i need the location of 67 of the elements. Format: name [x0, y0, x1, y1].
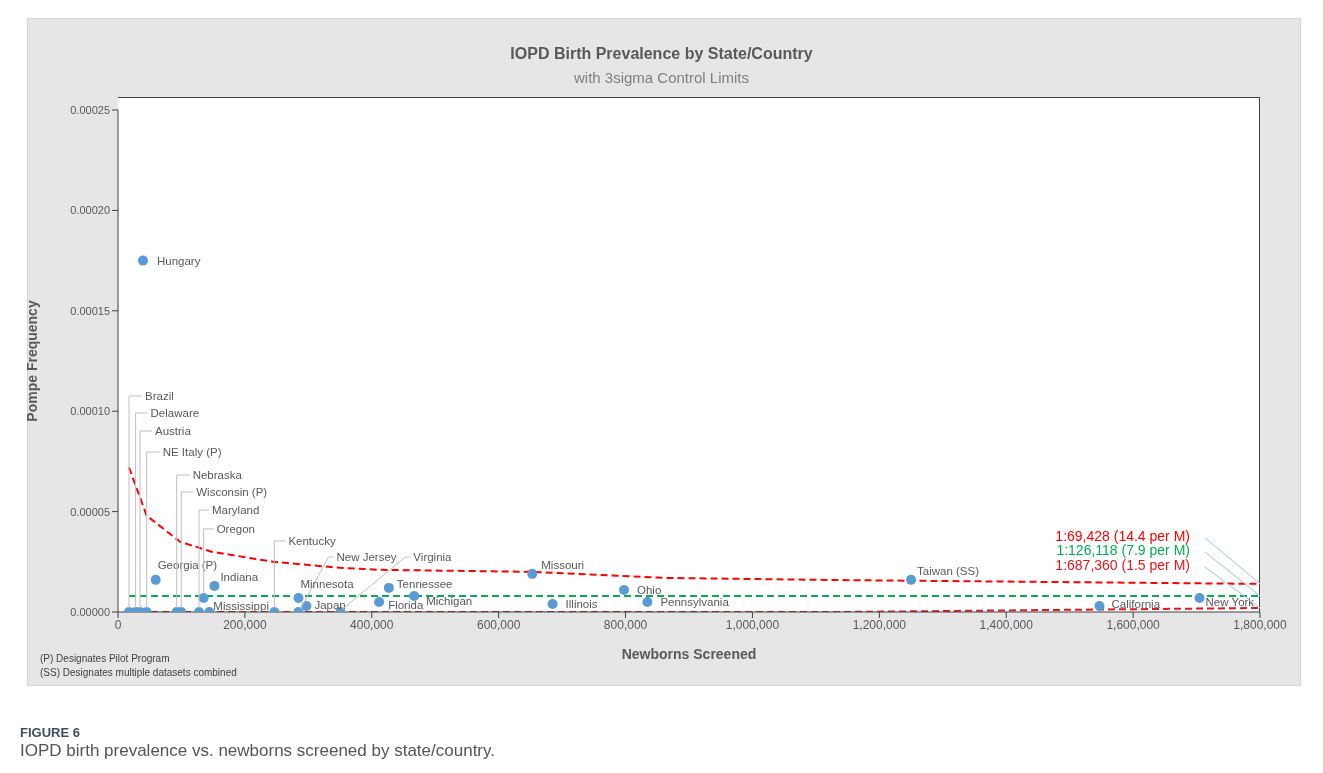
annotation: Tennessee — [396, 577, 453, 590]
point — [383, 582, 394, 593]
point — [642, 596, 653, 607]
text: (SS) Designates multiple datasets combined — [40, 667, 237, 678]
text: IOPD birth prevalence vs. newborns screened by state/country. — [20, 741, 495, 761]
annotation: Wisconsin (P) — [196, 486, 268, 499]
annotation: Missouri — [541, 558, 585, 571]
x-tick-label: 400,000 — [350, 617, 394, 632]
y-tick-label: 0.00000 — [70, 605, 110, 618]
text: 1:69,428 (14.4 per M) — [1055, 527, 1190, 544]
y-tick-label: 0.00005 — [70, 505, 110, 518]
annotation: New Jersey — [336, 551, 397, 564]
chart-title: IOPD Birth Prevalence by State/Country — [509, 45, 814, 63]
annotation: Japan — [314, 598, 346, 611]
annotation: Taiwan (SS) — [917, 564, 980, 577]
annotation: Mississippi — [213, 600, 269, 613]
annotation: Pennsylvania — [660, 595, 730, 608]
annotation: New York — [1205, 595, 1255, 608]
y-tick-label: 0.00010 — [70, 405, 110, 418]
annotation: Delaware — [150, 407, 200, 420]
annotation: Austria — [155, 425, 192, 438]
annotation: NE Italy (P) — [162, 446, 222, 459]
annotation: Georgia (P) — [157, 558, 218, 571]
x-tick-label: 600,000 — [476, 617, 521, 632]
y-axis-title: Pompe Frequency — [23, 300, 40, 422]
point — [619, 584, 630, 595]
annotation: Oregon — [216, 522, 256, 535]
point — [1194, 592, 1205, 603]
point — [409, 590, 420, 601]
text: (P) Designates Pilot Program — [40, 653, 170, 664]
x-tick-label: 1,800,000 — [1233, 617, 1288, 632]
x-tick-label: 1,600,000 — [1106, 617, 1161, 632]
y-tick-label: 0.00020 — [70, 204, 110, 217]
point — [1094, 600, 1105, 611]
point — [198, 592, 209, 603]
x-tick-label: 1,400,000 — [979, 617, 1034, 632]
annotation: Virginia — [413, 551, 453, 564]
x-tick-label: 200,000 — [223, 617, 267, 632]
chart-subtitle: with 3sigma Control Limits — [572, 69, 751, 86]
annotation: California — [1111, 598, 1161, 610]
x-tick-label: 1,000,000 — [725, 617, 780, 632]
annotation: Maryland — [212, 504, 260, 517]
y-tick-label: 0.00025 — [70, 103, 110, 116]
annotation: Brazil — [145, 390, 174, 403]
point — [906, 574, 917, 585]
point — [374, 596, 385, 607]
y-tick-label: 0.00015 — [70, 304, 110, 317]
x-tick-label: 800,000 — [603, 617, 648, 632]
annotation: Minnesota — [300, 577, 355, 590]
annotation: Illinois — [565, 597, 598, 610]
point — [293, 592, 304, 603]
x-tick-label: 0 — [114, 617, 122, 632]
annotation: Nebraska — [192, 469, 243, 482]
annotation: Florida — [388, 598, 424, 611]
x-axis-title: Newborns Screened — [621, 646, 757, 662]
annotation: Indiana — [220, 570, 259, 583]
point — [527, 568, 538, 579]
caption: FIGURE 6 — [20, 725, 80, 740]
x-tick-label: 1,200,000 — [852, 617, 907, 632]
annotation: Ohio — [637, 583, 662, 596]
annotation: Hungary — [157, 254, 201, 267]
point — [209, 580, 220, 591]
annotation: Michigan — [426, 594, 473, 607]
point — [138, 255, 148, 266]
annotation: Kentucky — [288, 535, 336, 548]
point — [150, 574, 161, 585]
point — [547, 598, 558, 609]
